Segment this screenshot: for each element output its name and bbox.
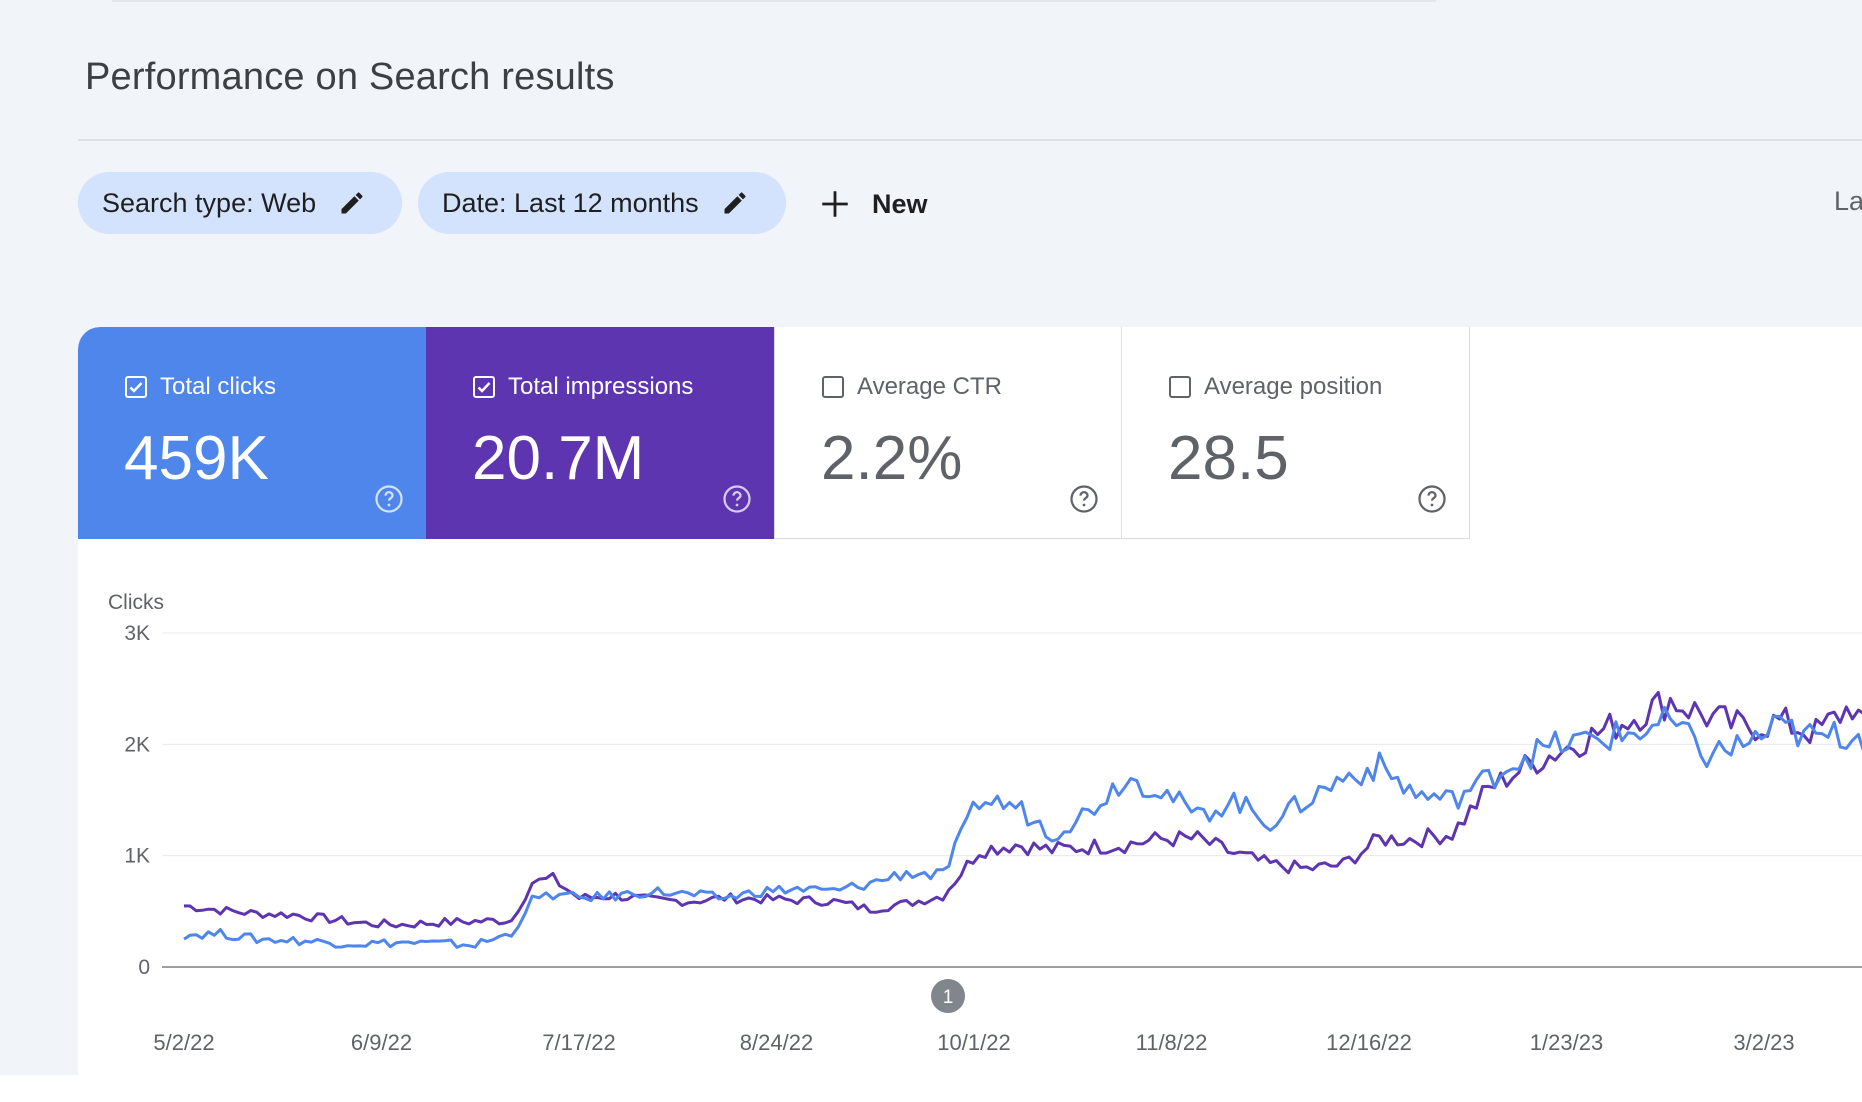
x-tick-label: 10/1/22 bbox=[937, 1030, 1010, 1055]
x-tick-label: 3/2/23 bbox=[1733, 1030, 1794, 1055]
y-tick-label: 3K bbox=[124, 622, 150, 645]
y-tick-label: 0 bbox=[138, 956, 150, 979]
y-tick-label: 2K bbox=[124, 733, 150, 756]
new-filter-label: New bbox=[872, 188, 928, 219]
clicks-series-line bbox=[183, 705, 1862, 949]
metric-label-row: Total clicks bbox=[124, 373, 276, 401]
metric-value: 2.2% bbox=[821, 424, 963, 493]
page-title: Performance on Search results bbox=[85, 56, 615, 98]
metric-label-row: Total impressions bbox=[472, 373, 693, 401]
help-circle-icon[interactable] bbox=[722, 484, 752, 514]
search-type-filter-chip[interactable]: Search type: Web bbox=[78, 172, 402, 234]
checkbox-unchecked-icon[interactable] bbox=[1168, 375, 1192, 399]
clicks-impressions-line-chart[interactable]: Clicks 3K 2K 1K 0 5/2/22 6/9/22 7/17/22 8/24/22 1… bbox=[78, 327, 1862, 1075]
metric-total-impressions[interactable]: Total impressions 20.7M bbox=[426, 327, 774, 539]
metric-value: 20.7M bbox=[472, 424, 645, 493]
date-filter-label: Date: Last 12 months bbox=[442, 187, 699, 218]
pencil-icon[interactable] bbox=[721, 189, 749, 217]
checkbox-checked-icon[interactable] bbox=[472, 375, 496, 399]
x-tick-label: 6/9/22 bbox=[351, 1030, 412, 1055]
help-circle-icon[interactable] bbox=[374, 484, 404, 514]
metric-label-row: Average position bbox=[1168, 373, 1382, 401]
metric-value: 28.5 bbox=[1168, 424, 1289, 493]
checkbox-checked-icon[interactable] bbox=[124, 375, 148, 399]
x-tick-label: 8/24/22 bbox=[740, 1030, 813, 1055]
metric-label: Total impressions bbox=[508, 373, 694, 400]
metric-average-ctr[interactable]: Average CTR 2.2% bbox=[774, 327, 1122, 539]
help-circle-icon[interactable] bbox=[1069, 484, 1099, 514]
x-tick-label: 7/17/22 bbox=[542, 1030, 615, 1055]
help-circle-icon[interactable] bbox=[1417, 484, 1447, 514]
y-axis-label: Clicks bbox=[108, 591, 164, 614]
new-filter-button[interactable]: New bbox=[818, 176, 928, 232]
annotation-marker[interactable] bbox=[931, 979, 966, 1013]
pencil-icon[interactable] bbox=[338, 189, 366, 217]
x-tick-label: 11/8/22 bbox=[1136, 1030, 1208, 1055]
metric-label: Total clicks bbox=[160, 373, 277, 400]
metric-total-clicks[interactable]: Total clicks 459K bbox=[78, 327, 426, 539]
top-divider bbox=[112, 0, 1436, 2]
title-divider bbox=[78, 139, 1862, 141]
metric-label-row: Average CTR bbox=[821, 373, 1002, 401]
metric-label: Average position bbox=[1204, 373, 1383, 400]
x-tick-label: 1/23/23 bbox=[1530, 1030, 1603, 1055]
metric-value: 459K bbox=[124, 424, 269, 493]
search-type-filter-label: Search type: Web bbox=[102, 187, 317, 218]
annotation-marker-label: 1 bbox=[943, 987, 954, 1008]
checkbox-unchecked-icon[interactable] bbox=[821, 375, 845, 399]
date-filter-chip[interactable]: Date: Last 12 months bbox=[418, 172, 786, 234]
performance-card: Total clicks 459K Total impressions 20.7… bbox=[78, 327, 1862, 1075]
metric-label: Average CTR bbox=[857, 373, 1002, 400]
plus-icon bbox=[822, 191, 848, 217]
last-updated-text: La bbox=[1834, 186, 1862, 216]
x-tick-label: 5/2/22 bbox=[153, 1030, 214, 1055]
y-tick-label: 1K bbox=[124, 845, 150, 868]
metric-average-position[interactable]: Average position 28.5 bbox=[1122, 327, 1470, 539]
x-tick-label: 12/16/22 bbox=[1326, 1030, 1412, 1055]
impressions-series-line bbox=[183, 691, 1862, 929]
